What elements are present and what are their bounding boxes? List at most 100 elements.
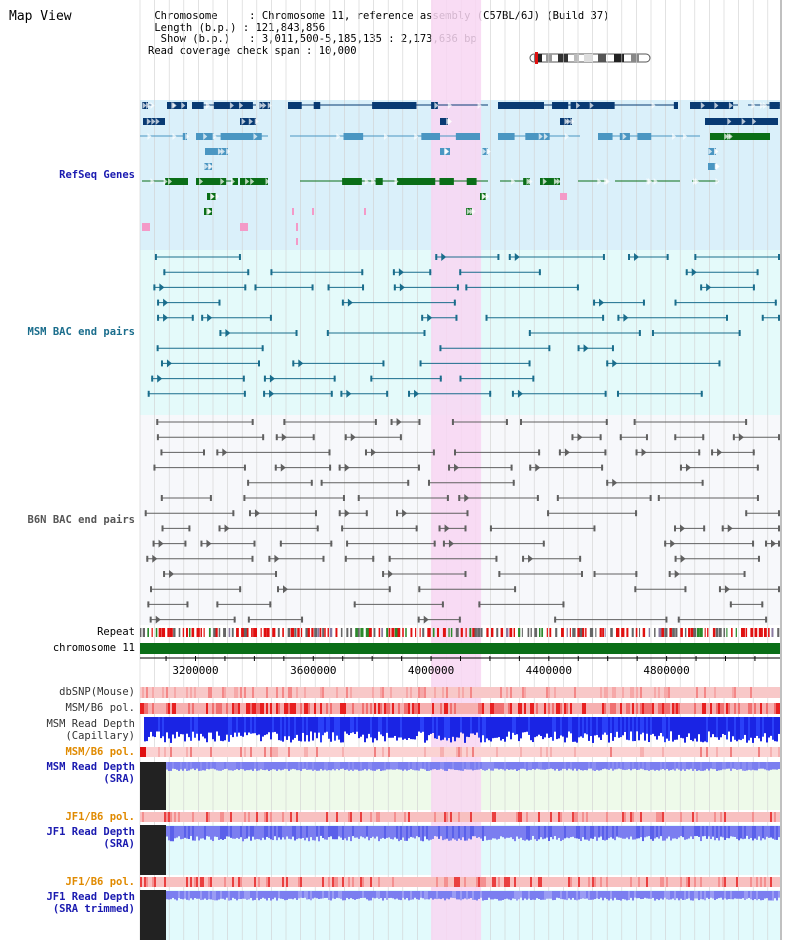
strip-cell [418, 687, 420, 698]
strip-cell [354, 687, 356, 698]
bac-end-arrow [207, 313, 213, 322]
strand-arrow [447, 102, 452, 109]
bac-end-marker [674, 555, 677, 562]
track-label-dbsnp: dbSNP(Mouse) [59, 686, 135, 698]
strip-cell [256, 747, 258, 757]
strip-cell [568, 877, 570, 887]
bac-end-arrow [612, 359, 618, 368]
depth-bar [736, 826, 738, 839]
depth-bar [532, 717, 534, 743]
depth-bar [750, 762, 752, 771]
depth-bar [502, 891, 504, 900]
strip-cell [350, 747, 352, 757]
strip-cell [580, 687, 582, 698]
strip-cell [776, 687, 778, 698]
strip-cell [760, 703, 762, 714]
strip-cell [774, 877, 776, 887]
bac-end-arrow [448, 539, 454, 548]
strip-cell [574, 877, 576, 887]
strip-cell [180, 703, 182, 714]
strip-cell [382, 877, 384, 887]
bac-end-arrow [152, 554, 158, 563]
strip-cell [248, 877, 250, 887]
strip-cell [612, 703, 614, 714]
bac-end-pair [418, 586, 517, 593]
depth-bar [584, 717, 586, 734]
strip-cell [498, 687, 500, 698]
depth-bar [700, 717, 702, 742]
depth-bar [696, 826, 698, 837]
strip-cell [384, 703, 386, 714]
depth-bar [182, 762, 184, 771]
strip-cell [386, 687, 388, 698]
depth-bar [466, 826, 468, 841]
repeat-element [255, 628, 257, 637]
strip-cell [444, 703, 446, 714]
strip-cell [538, 687, 540, 698]
depth-bar [366, 717, 368, 739]
strip-cell [670, 877, 672, 887]
depth-bar [610, 717, 612, 734]
repeat-element [241, 628, 245, 637]
depth-bar [594, 826, 596, 837]
strip-cell [156, 747, 158, 757]
repeat-element [472, 628, 476, 637]
strip-cell [704, 687, 706, 698]
strip-cell [270, 703, 272, 714]
strip-cell [388, 703, 390, 714]
strip-cell [544, 703, 546, 714]
depth-bar [316, 717, 318, 739]
depth-bar [258, 717, 260, 735]
repeat-element [465, 628, 467, 637]
strip-cell [712, 877, 714, 887]
strip-cell [182, 747, 184, 757]
depth-bar [770, 717, 772, 736]
gene-exon [372, 102, 417, 109]
depth-bar [442, 717, 444, 740]
depth-bar [302, 762, 304, 770]
depth-bar [778, 826, 780, 838]
depth-bar [512, 717, 514, 733]
strip-cell [402, 687, 404, 698]
strip-cell [292, 687, 294, 698]
depth-bar [432, 826, 434, 839]
strip-cell [652, 703, 654, 714]
repeat-element [460, 628, 463, 637]
bac-end-pair [218, 524, 319, 533]
bac-end-pair [745, 510, 780, 517]
strip-cell [356, 877, 358, 887]
strip-cell [146, 703, 148, 714]
repeat-element [391, 628, 395, 637]
bac-end-pair [674, 554, 760, 563]
depth-bar [204, 762, 206, 771]
strip-cell [322, 812, 324, 822]
b6n-bac-end-pairs [144, 418, 780, 624]
depth-bar [232, 826, 234, 839]
depth-bar [530, 762, 532, 771]
depth-bar [636, 717, 638, 732]
strip-cell [294, 877, 296, 887]
repeat-element [750, 628, 754, 637]
depth-bar [460, 891, 462, 901]
strip-cell [674, 687, 676, 698]
strip-cell [692, 877, 694, 887]
depth-bar [446, 891, 448, 899]
strip-cell [174, 747, 176, 757]
strip-cell [470, 747, 472, 757]
strip-cell [412, 812, 414, 822]
strip-cell [216, 687, 218, 698]
depth-bar [380, 717, 382, 735]
strand-arrow [482, 148, 487, 155]
strand-arrow [220, 148, 225, 155]
strip-cell [682, 687, 684, 698]
strip-cell [630, 877, 632, 887]
depth-bar [374, 891, 376, 899]
strip-cell [336, 877, 338, 887]
bac-end-pair [216, 448, 331, 457]
depth-bar [772, 891, 774, 901]
depth-bar [702, 826, 704, 837]
strip-cell [260, 747, 262, 757]
depth-bar [312, 891, 314, 899]
depth-bar [216, 891, 218, 901]
